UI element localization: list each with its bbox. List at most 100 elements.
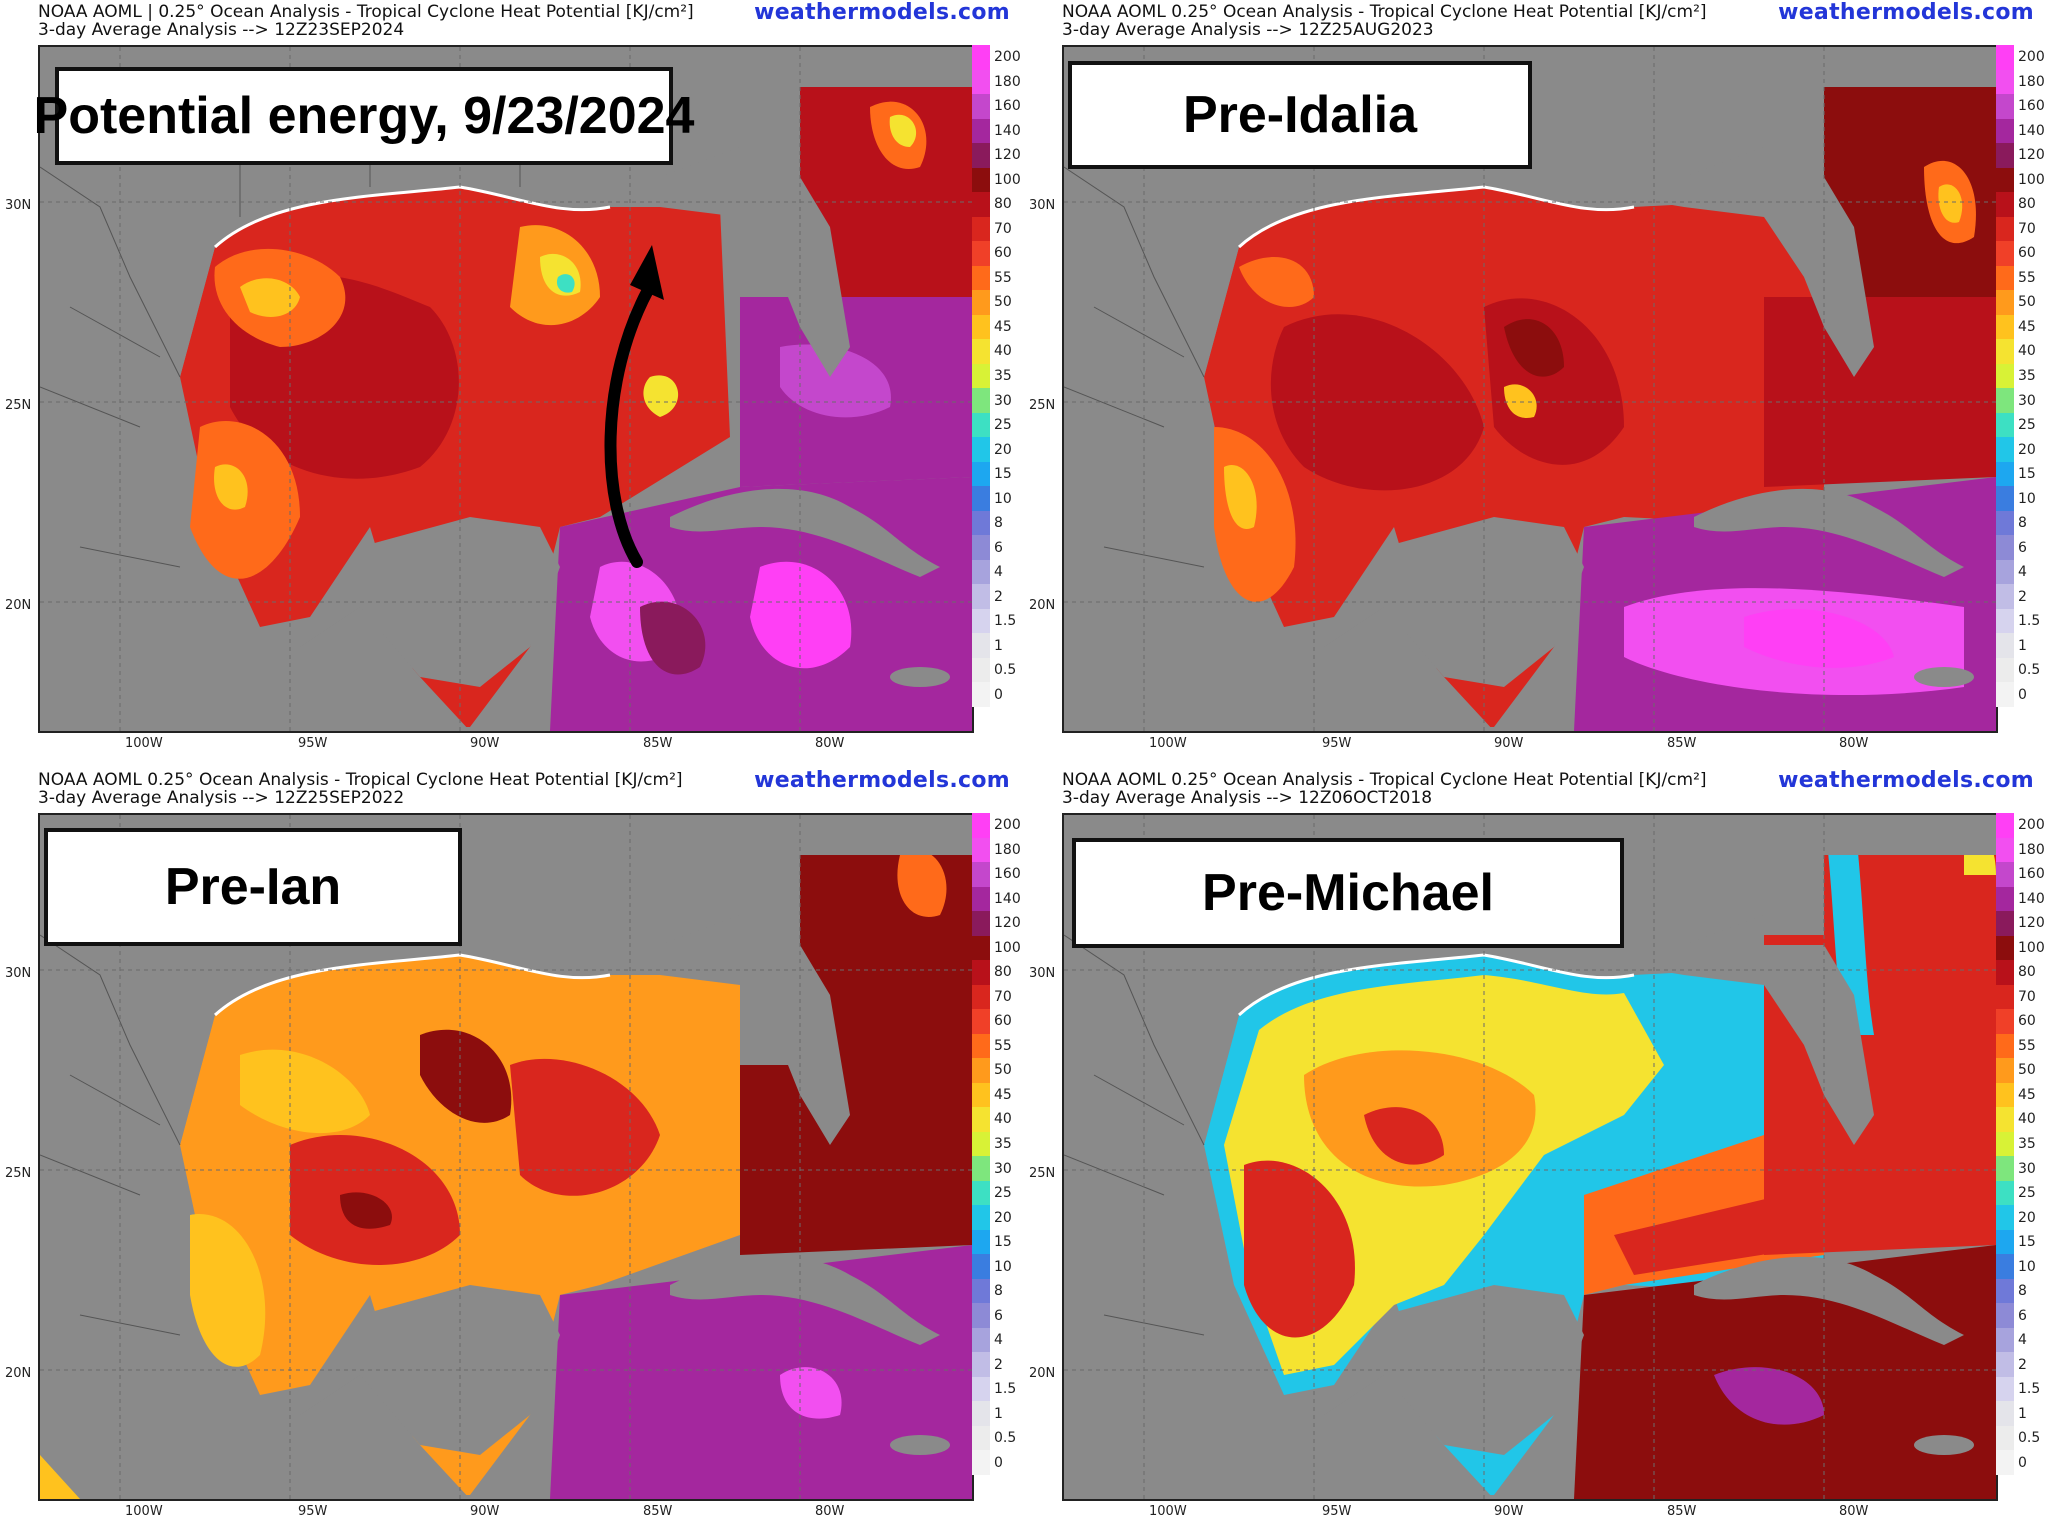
colorbar-tick-label: 8 xyxy=(994,1283,1003,1300)
colorbar-segment xyxy=(972,1229,990,1255)
colorbar-tick-label: 140 xyxy=(2018,122,2045,139)
lon-label: 85W xyxy=(1667,736,1697,751)
colorbar-segment xyxy=(972,216,990,242)
lat-label: 25N xyxy=(5,398,32,413)
colorbar-segment xyxy=(1996,461,2014,487)
colorbar-tick-label: 50 xyxy=(2018,1062,2036,1079)
colorbar-tick-label: 200 xyxy=(2018,817,2045,834)
colorbar-tick-label: 100 xyxy=(2018,939,2045,956)
lat-label: 25N xyxy=(5,1166,32,1181)
lat-label: 30N xyxy=(1029,198,1056,213)
colorbar-tick-label: 70 xyxy=(994,220,1012,237)
colorbar-tick-label: 1 xyxy=(994,637,1003,654)
colorbar-segment xyxy=(1996,1352,2014,1377)
colorbar-segment xyxy=(972,241,990,266)
colorbar-segment xyxy=(1996,657,2014,683)
brand-watermark: weathermodels.com xyxy=(754,0,1010,25)
colorbar-tick-label: 120 xyxy=(994,147,1021,164)
colorbar-segment xyxy=(972,1376,990,1402)
colorbar-segment xyxy=(1996,1205,2014,1230)
colorbar-segment xyxy=(1996,1033,2014,1059)
colorbar-tick-label: 2 xyxy=(2018,588,2027,605)
lon-label: 100W xyxy=(125,1504,163,1519)
colorbar-tick-label: 60 xyxy=(994,245,1012,262)
colorbar-tick-label: 1.5 xyxy=(2018,613,2041,630)
colorbar-segment xyxy=(1996,363,2014,389)
colorbar-tick-label: 0.5 xyxy=(994,1430,1017,1447)
colorbar-ticks: 200 180 160 140 120 100 80 70 60 55 50 45 40 35 30 25 20… xyxy=(994,45,1024,707)
colorbar-tick-label: 100 xyxy=(994,171,1021,188)
panel-subtitle: 3-day Average Analysis --> 12Z25AUG2023 xyxy=(1062,20,1434,40)
lat-label: 20N xyxy=(1029,598,1056,613)
colorbar-tick-label: 200 xyxy=(994,49,1021,66)
colorbar-tick-label: 10 xyxy=(2018,1258,2036,1275)
colorbar-tick-label: 120 xyxy=(2018,147,2045,164)
colorbar-segment xyxy=(972,510,990,536)
colorbar-segment xyxy=(972,608,990,634)
colorbar-segment xyxy=(972,1058,990,1083)
colorbar-segment xyxy=(1996,1107,2014,1132)
colorbar-ticks: 200 180 160 140 120 100 80 70 60 55 50 45 40 35 30 25 20… xyxy=(2018,813,2048,1475)
colorbar-segment xyxy=(1996,45,2014,70)
panel-2023: NOAA AOML 0.25° Ocean Analysis - Tropica… xyxy=(1024,0,2048,768)
lat-label: 20N xyxy=(5,1366,32,1381)
colorbar-segment xyxy=(1996,960,2014,985)
lon-label: 100W xyxy=(1149,1504,1187,1519)
colorbar-tick-label: 120 xyxy=(994,915,1021,932)
colorbar-segment xyxy=(972,1131,990,1157)
colorbar-tick-label: 180 xyxy=(2018,73,2045,90)
lon-label: 90W xyxy=(1494,1504,1524,1519)
colorbar-tick-label: 1.5 xyxy=(994,1381,1017,1398)
colorbar xyxy=(1996,45,2014,707)
colorbar-ticks: 200 180 160 140 120 100 80 70 60 55 50 45 40 35 30 25 20… xyxy=(994,813,1024,1475)
colorbar-segment xyxy=(1996,1131,2014,1157)
colorbar-segment xyxy=(1996,813,2014,838)
colorbar-tick-label: 20 xyxy=(2018,441,2036,458)
colorbar-tick-label: 0 xyxy=(994,686,1003,703)
panel-title: NOAA AOML 0.25° Ocean Analysis - Tropica… xyxy=(1062,2,1707,22)
colorbar-tick-label: 25 xyxy=(2018,417,2036,434)
colorbar-segment xyxy=(972,837,990,863)
colorbar-tick-label: 45 xyxy=(2018,318,2036,335)
colorbar-segment xyxy=(1996,682,2014,707)
colorbar-segment xyxy=(1996,584,2014,609)
colorbar-tick-label: 60 xyxy=(994,1013,1012,1030)
colorbar-segment xyxy=(1996,559,2014,585)
lat-label: 30N xyxy=(5,966,32,981)
lon-label: 80W xyxy=(1839,736,1869,751)
colorbar-tick-label: 55 xyxy=(994,269,1012,286)
panel-title: NOAA AOML | 0.25° Ocean Analysis - Tropi… xyxy=(38,2,694,22)
colorbar xyxy=(972,813,990,1475)
colorbar-segment xyxy=(972,886,990,912)
lon-label: 90W xyxy=(470,736,500,751)
colorbar-tick-label: 40 xyxy=(2018,343,2036,360)
colorbar-tick-label: 80 xyxy=(994,964,1012,981)
colorbar-segment xyxy=(1996,1082,2014,1108)
colorbar-tick-label: 50 xyxy=(994,1062,1012,1079)
colorbar-tick-label: 30 xyxy=(2018,392,2036,409)
panel-2018: NOAA AOML 0.25° Ocean Analysis - Tropica… xyxy=(1024,768,2048,1536)
colorbar-tick-label: 40 xyxy=(994,343,1012,360)
lon-label: 95W xyxy=(298,736,328,751)
colorbar-tick-label: 0.5 xyxy=(2018,1430,2041,1447)
colorbar-tick-label: 25 xyxy=(994,417,1012,434)
colorbar-tick-label: 45 xyxy=(994,1086,1012,1103)
colorbar-segment xyxy=(972,862,990,887)
brand-watermark: weathermodels.com xyxy=(1778,768,2034,793)
colorbar-tick-label: 50 xyxy=(2018,294,2036,311)
colorbar-segment xyxy=(972,143,990,168)
colorbar-segment xyxy=(1996,192,2014,217)
colorbar-segment xyxy=(1996,314,2014,340)
colorbar-segment xyxy=(1996,1058,2014,1083)
colorbar-tick-label: 15 xyxy=(2018,1234,2036,1251)
colorbar-segment xyxy=(1996,1278,2014,1304)
colorbar-segment xyxy=(972,412,990,438)
lon-label: 85W xyxy=(1667,1504,1697,1519)
colorbar-segment xyxy=(972,633,990,658)
colorbar-tick-label: 6 xyxy=(2018,1307,2027,1324)
colorbar-tick-label: 45 xyxy=(2018,1086,2036,1103)
colorbar-segment xyxy=(972,290,990,315)
colorbar-tick-label: 50 xyxy=(994,294,1012,311)
colorbar-tick-label: 55 xyxy=(2018,1037,2036,1054)
lon-label: 100W xyxy=(125,736,163,751)
